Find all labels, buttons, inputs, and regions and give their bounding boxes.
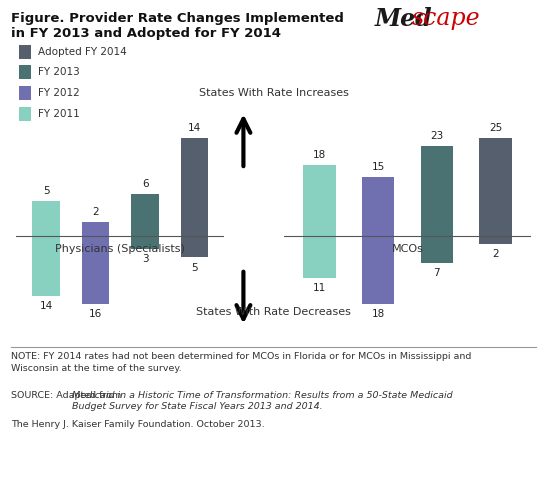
Text: 14: 14 xyxy=(39,301,53,311)
Text: 6: 6 xyxy=(142,179,148,189)
Text: in FY 2013 and Adopted for FY 2014: in FY 2013 and Adopted for FY 2014 xyxy=(11,27,281,40)
Text: 18: 18 xyxy=(313,151,326,160)
Bar xyxy=(131,236,159,249)
Bar xyxy=(181,138,208,236)
Bar xyxy=(479,138,511,236)
Bar xyxy=(421,236,453,263)
Text: Physicians (Specialists): Physicians (Specialists) xyxy=(55,244,185,253)
Text: Adopted FY 2014: Adopted FY 2014 xyxy=(38,47,126,57)
Text: 16: 16 xyxy=(89,309,102,319)
Bar xyxy=(32,201,60,236)
Text: FY 2013: FY 2013 xyxy=(38,67,79,77)
Bar xyxy=(304,165,336,236)
Bar xyxy=(304,236,336,277)
Text: 18: 18 xyxy=(371,309,385,319)
Text: 3: 3 xyxy=(142,254,148,264)
Text: Medicaid in a Historic Time of Transformation: Results from a 50-State Medicaid
: Medicaid in a Historic Time of Transform… xyxy=(72,391,453,410)
Text: 23: 23 xyxy=(430,131,444,141)
Bar xyxy=(421,146,453,236)
Text: 14: 14 xyxy=(188,123,201,133)
Text: 5: 5 xyxy=(43,186,49,196)
Text: The Henry J. Kaiser Family Foundation. October 2013.: The Henry J. Kaiser Family Foundation. O… xyxy=(11,420,265,429)
Bar xyxy=(82,236,109,304)
Text: FY 2011: FY 2011 xyxy=(38,109,79,119)
Text: 11: 11 xyxy=(313,283,326,293)
Bar xyxy=(362,236,394,304)
Text: 7: 7 xyxy=(434,268,440,278)
Text: 15: 15 xyxy=(371,162,385,172)
Text: Figure. Provider Rate Changes Implemented: Figure. Provider Rate Changes Implemente… xyxy=(11,12,344,25)
Text: FY 2012: FY 2012 xyxy=(38,88,79,98)
Text: MCOs: MCOs xyxy=(392,244,423,253)
Bar xyxy=(362,177,394,236)
Text: States With Rate Increases: States With Rate Increases xyxy=(199,89,348,98)
Text: Med: Med xyxy=(375,7,432,31)
Text: 5: 5 xyxy=(191,263,198,273)
Text: SOURCE: Adapted from: SOURCE: Adapted from xyxy=(11,391,124,400)
Bar xyxy=(479,236,511,244)
Bar xyxy=(181,236,208,257)
Text: 2: 2 xyxy=(92,207,99,217)
Bar xyxy=(131,194,159,236)
Text: NOTE: FY 2014 rates had not been determined for MCOs in Florida or for MCOs in M: NOTE: FY 2014 rates had not been determi… xyxy=(11,352,472,372)
Text: 2: 2 xyxy=(492,249,499,259)
Text: scape: scape xyxy=(412,7,480,31)
Text: States With Rate Decreases: States With Rate Decreases xyxy=(196,308,351,317)
Bar xyxy=(82,222,109,236)
Bar xyxy=(32,236,60,296)
Text: 25: 25 xyxy=(489,123,502,133)
